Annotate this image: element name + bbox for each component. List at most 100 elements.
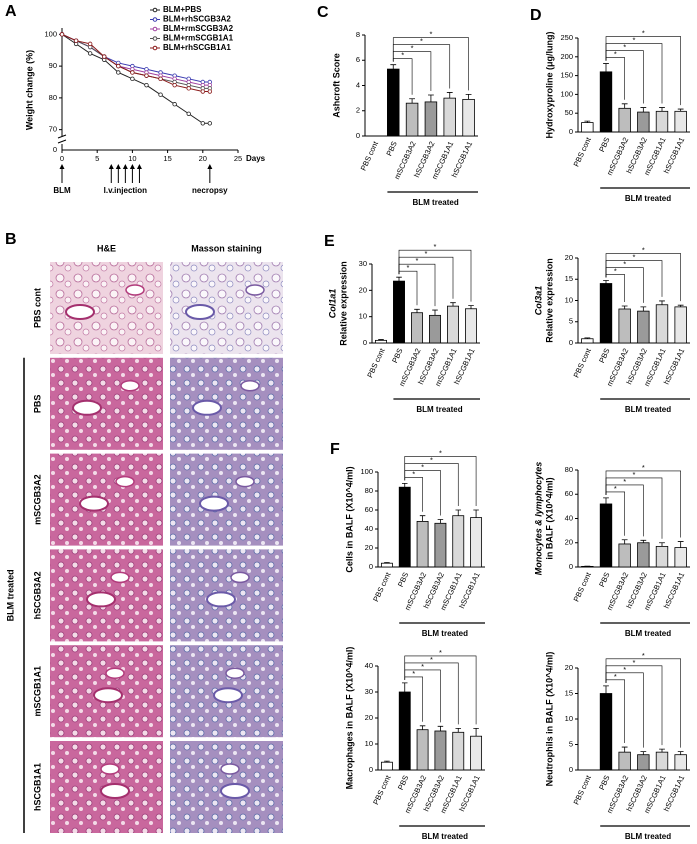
y-tick-label: 10 — [359, 312, 367, 321]
row-label: hSCGB1A1 — [32, 763, 42, 811]
airway — [101, 784, 129, 798]
significance-label: * — [430, 655, 433, 664]
y-tick-label: 0 — [569, 127, 573, 136]
y-axis-label: Col3a1 — [533, 286, 543, 316]
bar — [656, 546, 668, 567]
bar — [375, 340, 386, 343]
legend-marker — [153, 27, 157, 31]
y-tick-label: 0 — [569, 562, 573, 571]
bar — [471, 736, 482, 770]
error-bar — [659, 108, 665, 112]
y-tick-label: 100 — [560, 89, 573, 98]
bar — [429, 315, 440, 343]
error-bar — [640, 108, 646, 113]
y-axis-label: Neutrophils in BALF (X10^4/ml) — [544, 652, 554, 787]
data-point — [173, 83, 177, 87]
panel-letter: D — [530, 7, 542, 24]
airway — [73, 401, 101, 415]
y-axis-label: Relative expression — [544, 258, 554, 343]
y-tick-label: 150 — [560, 71, 573, 80]
annotation: necropsy — [192, 186, 228, 195]
error-bar — [468, 306, 474, 309]
annotation: I.v.injection — [104, 186, 148, 195]
x-tick-label: PBS cont — [371, 570, 393, 603]
y-tick-label: 20 — [565, 538, 573, 547]
error-bar — [390, 65, 396, 69]
y-axis-label: Ashcroft Score — [331, 53, 341, 118]
bar — [463, 99, 475, 136]
y-tick-label: 0 — [569, 338, 573, 347]
airway — [94, 688, 122, 702]
y-tick-label: 15 — [565, 688, 573, 697]
airway — [111, 572, 129, 582]
error-bar — [622, 104, 628, 109]
x-tick-label: PBS cont — [572, 346, 594, 379]
error-bar — [678, 752, 684, 755]
bar — [453, 732, 464, 770]
significance-label: * — [420, 37, 423, 46]
y-tick-label: 5 — [569, 317, 573, 326]
significance-label: * — [642, 246, 645, 255]
y-tick-label: 80 — [49, 93, 57, 102]
legend-marker — [153, 46, 157, 50]
legend-label: BLM+PBS — [163, 5, 202, 14]
group-label: BLM treated — [413, 198, 459, 207]
data-point — [159, 77, 163, 81]
bar — [619, 108, 631, 132]
significance-label: * — [633, 36, 636, 45]
arrow-head — [123, 164, 128, 169]
airway — [214, 688, 242, 702]
significance-label: * — [411, 44, 414, 53]
error-bar — [603, 498, 609, 504]
y-tick-label: 250 — [560, 33, 573, 42]
significance-label: * — [407, 263, 410, 272]
data-point — [74, 39, 78, 43]
error-bar — [402, 483, 408, 487]
bar — [399, 487, 410, 567]
bar — [619, 752, 631, 770]
panel-letter: C — [317, 4, 329, 21]
significance-label: * — [412, 469, 415, 478]
airway — [200, 497, 228, 511]
y-tick-label: 10 — [365, 739, 373, 748]
y-tick-label: 30 — [359, 259, 367, 268]
y-tick-label: 15 — [565, 274, 573, 283]
data-point — [88, 42, 92, 46]
significance-label: * — [614, 267, 617, 276]
error-bar — [402, 683, 408, 692]
y-axis-label: Relative expression — [338, 261, 348, 346]
y-tick-label: 8 — [356, 30, 360, 39]
y-tick-label: 60 — [565, 489, 573, 498]
y-tick-label: 10 — [565, 714, 573, 723]
error-bar — [659, 749, 665, 752]
y-axis-label: Hydroxyproline (μg/lung) — [544, 31, 554, 138]
significance-label: * — [425, 249, 428, 258]
significance-label: * — [434, 242, 437, 251]
y-tick-label: 40 — [365, 524, 373, 533]
significance-label: * — [642, 463, 645, 472]
error-bar — [473, 728, 479, 736]
data-point — [117, 64, 121, 68]
significance-label: * — [633, 658, 636, 667]
y-axis-label: Cells in BALF (X10^4/ml) — [344, 466, 354, 572]
x-tick-label: PBS — [597, 571, 612, 588]
airway — [87, 592, 115, 606]
legend-label: BLM+rhSCGB3A2 — [163, 15, 231, 24]
bar — [393, 281, 404, 343]
airway — [241, 381, 259, 391]
data-point — [201, 121, 205, 125]
data-point — [131, 77, 135, 81]
bar — [465, 309, 476, 343]
bar — [582, 339, 594, 343]
y-tick-label: 90 — [49, 61, 57, 70]
x-tick-label: 25 — [234, 154, 242, 163]
significance-label: * — [623, 260, 626, 269]
bar — [435, 731, 446, 770]
bar — [600, 284, 612, 344]
error-bar — [420, 516, 426, 522]
bar — [600, 72, 612, 132]
bar — [638, 755, 650, 770]
significance-label: * — [412, 669, 415, 678]
airway — [221, 784, 249, 798]
data-point — [201, 90, 205, 94]
